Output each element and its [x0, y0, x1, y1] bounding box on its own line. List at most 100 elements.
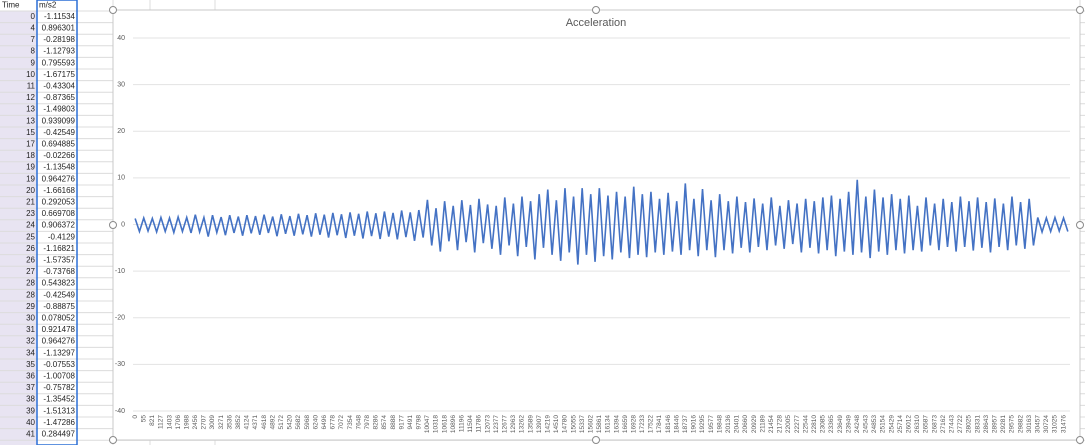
- x-tick-label: 55: [140, 415, 147, 423]
- value-cell: -1.49803: [43, 105, 75, 114]
- x-tick-label: 29882: [1017, 415, 1024, 433]
- x-tick-label: 5420: [287, 415, 294, 430]
- selected-column: [0, 11, 37, 445]
- time-cell: 24: [26, 221, 35, 230]
- value-cell: -0.73768: [43, 267, 75, 276]
- x-tick-label: 4618: [261, 415, 268, 430]
- time-cell: 37: [26, 383, 35, 392]
- x-tick-label: 17841: [656, 415, 663, 433]
- value-cell: -1.51313: [43, 406, 75, 415]
- time-cell: 10: [26, 70, 35, 79]
- time-cell: 17: [26, 140, 35, 149]
- x-tick-label: 23649: [837, 415, 844, 433]
- x-tick-label: 10618: [441, 415, 448, 433]
- value-cell: 0.906372: [42, 221, 76, 230]
- x-tick-label: 26587: [923, 415, 930, 433]
- x-tick-label: 1706: [175, 415, 182, 430]
- x-tick-label: 30457: [1034, 415, 1041, 433]
- x-tick-label: 18146: [665, 415, 672, 433]
- x-tick-label: 17233: [639, 415, 646, 433]
- resize-handle: [1076, 436, 1084, 444]
- x-tick-label: 19295: [699, 415, 706, 433]
- y-tick-label: -40: [115, 408, 125, 415]
- x-tick-label: 3009: [209, 415, 216, 430]
- x-tick-label: 24853: [871, 415, 878, 433]
- value-cell: -1.35452: [43, 395, 75, 404]
- value-cell: -0.02266: [43, 151, 75, 160]
- time-cell: 13: [26, 116, 35, 125]
- value-cell: -0.28198: [43, 35, 75, 44]
- x-tick-label: 28643: [983, 415, 990, 433]
- column-header: m/s2: [39, 1, 57, 10]
- x-tick-label: 29575: [1009, 415, 1016, 433]
- time-cell: 15: [26, 128, 35, 137]
- x-tick-label: 28025: [966, 415, 973, 433]
- y-tick-label: 10: [117, 175, 125, 182]
- time-cell: 27: [26, 267, 35, 276]
- x-tick-label: 21454: [768, 415, 775, 433]
- x-tick-label: 9177: [398, 415, 405, 430]
- x-tick-label: 24543: [863, 415, 870, 433]
- x-tick-label: 3852: [235, 415, 242, 430]
- x-tick-label: 27722: [957, 415, 964, 433]
- x-tick-label: 25429: [888, 415, 895, 433]
- value-cell: 0.896301: [42, 24, 76, 33]
- time-cell: 34: [26, 348, 35, 357]
- time-cell: 9: [31, 58, 36, 67]
- x-tick-label: 31476: [1060, 415, 1067, 433]
- value-cell: 0.292053: [42, 198, 76, 207]
- x-tick-label: 20136: [725, 415, 732, 433]
- x-tick-label: 30163: [1026, 415, 1033, 433]
- x-tick-label: 6496: [321, 415, 328, 430]
- x-tick-label: 23085: [820, 415, 827, 433]
- x-tick-label: 15861: [596, 415, 603, 433]
- x-tick-label: 14510: [553, 415, 560, 433]
- y-tick-label: -20: [115, 315, 125, 322]
- x-tick-label: 15337: [579, 415, 586, 433]
- y-tick-label: 20: [117, 128, 125, 135]
- resize-handle: [109, 221, 117, 229]
- value-cell: -1.12793: [43, 47, 75, 56]
- x-tick-label: 7648: [355, 415, 362, 430]
- x-tick-label: 26873: [931, 415, 938, 433]
- x-tick-label: 21728: [777, 415, 784, 433]
- time-cell: 0: [31, 12, 36, 21]
- column-header: Time: [2, 1, 20, 10]
- time-cell: 4: [31, 24, 36, 33]
- x-tick-label: 22277: [794, 415, 801, 433]
- x-tick-label: 10318: [433, 415, 440, 433]
- x-tick-label: 10896: [450, 415, 457, 433]
- x-tick-label: 25714: [897, 415, 904, 433]
- x-tick-label: 22005: [785, 415, 792, 433]
- x-tick-label: 11196: [459, 415, 466, 432]
- time-cell: 36: [26, 372, 35, 381]
- value-cell: 0.964276: [42, 337, 76, 346]
- value-cell: -1.66168: [43, 186, 75, 195]
- time-cell: 35: [26, 360, 35, 369]
- value-cell: 0.694885: [42, 140, 76, 149]
- x-tick-label: 6240: [312, 415, 319, 430]
- x-tick-label: 18446: [673, 415, 680, 433]
- value-cell: -1.00708: [43, 372, 75, 381]
- x-tick-label: 9491: [407, 415, 414, 430]
- value-cell: -1.16821: [43, 244, 75, 253]
- time-cell: 28: [26, 290, 35, 299]
- time-cell: 19: [26, 174, 35, 183]
- time-cell: 12: [26, 93, 35, 102]
- value-cell: 0.964276: [42, 174, 76, 183]
- chart-title: Acceleration: [566, 17, 627, 29]
- y-tick-label: 30: [117, 81, 125, 88]
- value-cell: -0.88875: [43, 302, 75, 311]
- x-tick-label: 3536: [226, 415, 233, 430]
- time-cell: 26: [26, 256, 35, 265]
- value-cell: -0.42549: [43, 290, 75, 299]
- time-cell: 32: [26, 337, 35, 346]
- x-tick-label: 5682: [295, 415, 302, 430]
- time-cell: 8: [31, 47, 36, 56]
- x-tick-label: 2707: [201, 415, 208, 430]
- x-tick-label: 13589: [527, 415, 534, 433]
- time-cell: 31: [26, 325, 35, 334]
- x-tick-label: 22810: [811, 415, 818, 433]
